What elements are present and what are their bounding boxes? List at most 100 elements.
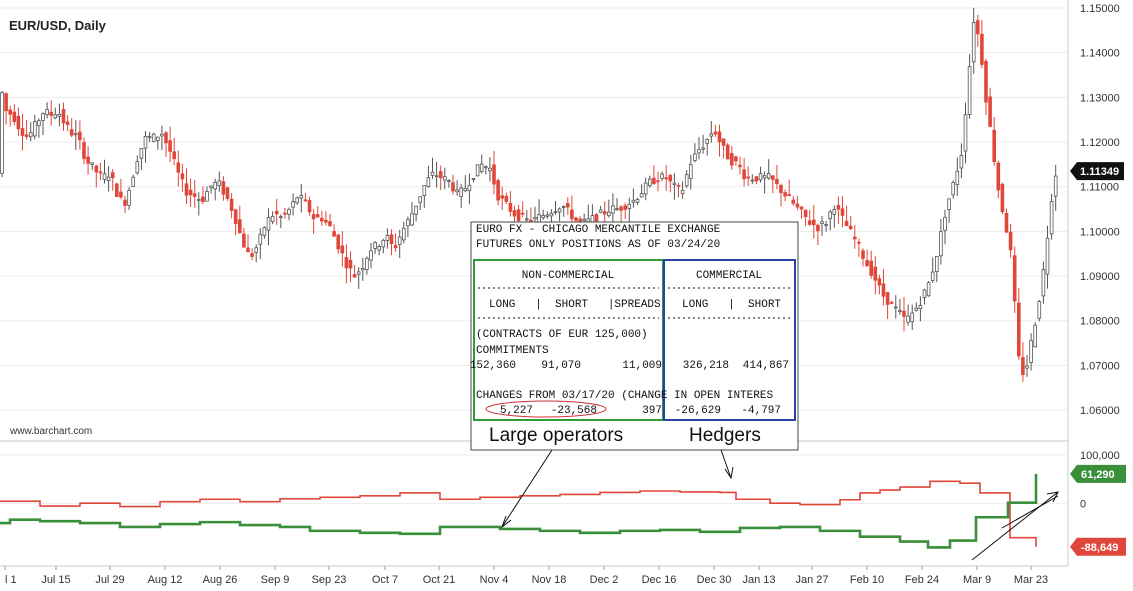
candle-body (943, 216, 947, 231)
candle-body (574, 217, 578, 221)
candle-body (828, 211, 832, 220)
candle-body (771, 175, 775, 180)
candle-body (520, 212, 525, 215)
candle-body (102, 173, 107, 180)
candle-body (705, 139, 709, 144)
candle-body (512, 210, 517, 217)
candle-body (766, 173, 771, 179)
candle-body (4, 93, 8, 112)
candle-body (131, 176, 136, 188)
candle-body (414, 205, 418, 215)
candle-body (471, 178, 476, 180)
indicator-grid (0, 454, 1068, 505)
noncommercial-cols: LONG | SHORT |SPREADS (489, 299, 661, 311)
candle-body (832, 209, 837, 215)
nc-commit-long: 152,360 (470, 360, 516, 372)
candle-body (274, 210, 279, 215)
candle-body (422, 185, 427, 196)
candle-body (922, 289, 927, 298)
candle-body (602, 211, 607, 215)
source-label: www.barchart.com (9, 426, 92, 437)
candle-body (898, 310, 902, 312)
candle-body (594, 214, 599, 222)
candle-body (344, 257, 349, 269)
candle-body (184, 183, 189, 196)
x-tick-label: Mar 23 (1014, 574, 1048, 586)
nc-change-long: 5,227 (500, 405, 533, 417)
candle-body (570, 209, 574, 220)
candle-body (1029, 340, 1033, 364)
x-tick-label: Nov 18 (532, 574, 567, 586)
x-tick-label: Sep 9 (261, 574, 290, 586)
arrow-green-end (971, 491, 1059, 561)
candle-body (812, 219, 816, 226)
candle-body (270, 215, 275, 222)
candle-body (74, 133, 78, 136)
candle-body (49, 111, 53, 116)
candle-body (992, 129, 996, 163)
candle-body (201, 196, 205, 202)
price-tick-label: 1.15000 (1080, 3, 1120, 15)
candle-body (967, 66, 972, 115)
candle-body (1021, 357, 1025, 376)
candle-body (16, 115, 21, 130)
candle-body (37, 120, 41, 127)
x-tick-label: Dec 30 (697, 574, 732, 586)
x-tick-label: Jan 27 (795, 574, 828, 586)
candle-body (180, 173, 185, 180)
candle-body (926, 282, 931, 297)
candle-body (557, 208, 562, 213)
candle-body (229, 198, 234, 211)
price-tick-label: 1.09000 (1080, 271, 1120, 283)
candle-body (233, 209, 238, 224)
c-commit-short: 414,867 (743, 360, 789, 372)
candle-body (836, 204, 841, 210)
candle-body (508, 203, 513, 212)
x-axis: l 1 Jul 15 Jul 29 Aug 12 Aug 26 Sep 9 Sep 23 Oc… (4, 566, 1048, 586)
candle-body (115, 183, 119, 197)
candle-body (45, 109, 49, 116)
candle-body (283, 212, 287, 215)
series-end-label: 61,290 (1081, 469, 1115, 481)
c-change-long: -26,629 (675, 405, 721, 417)
candle-body (20, 128, 25, 136)
arrowhead (500, 515, 512, 529)
candle-body (635, 199, 640, 203)
arrow-hedgers (720, 449, 732, 479)
candle-body (824, 224, 828, 226)
commitments-label: COMMITMENTS (476, 345, 549, 357)
commercial-net-line (0, 480, 1037, 547)
candle-body (127, 190, 131, 206)
candle-body (684, 174, 689, 187)
candle-body (762, 175, 767, 179)
price-tick-label: 1.06000 (1080, 405, 1120, 417)
candle-body (442, 176, 447, 181)
c-change-short: -4,797 (741, 405, 781, 417)
candle-body (205, 190, 209, 202)
candle-body (438, 171, 443, 179)
candle-body (680, 189, 685, 194)
candle-body (889, 302, 894, 304)
candle-body (1012, 255, 1017, 302)
candle-body (758, 173, 763, 181)
candle-body (627, 203, 632, 209)
candle-body (504, 195, 509, 202)
candle-body (750, 179, 755, 182)
candle-body (213, 181, 218, 190)
candle-body (336, 234, 340, 250)
candle-body (1045, 237, 1050, 275)
candle-body (258, 233, 263, 245)
candle-body (246, 247, 250, 253)
candle-body (939, 231, 943, 257)
candle-body (533, 217, 537, 220)
last-price-label: 1.11349 (1080, 166, 1119, 178)
noncommercial-net-line (0, 473, 1038, 549)
candle-body (160, 133, 164, 137)
candle-body (963, 114, 968, 152)
candle-body (869, 260, 873, 276)
candle-body (143, 136, 148, 149)
candle-body (906, 315, 910, 323)
candle-body (668, 174, 673, 182)
candle-body (57, 113, 62, 117)
candle-body (795, 203, 800, 208)
